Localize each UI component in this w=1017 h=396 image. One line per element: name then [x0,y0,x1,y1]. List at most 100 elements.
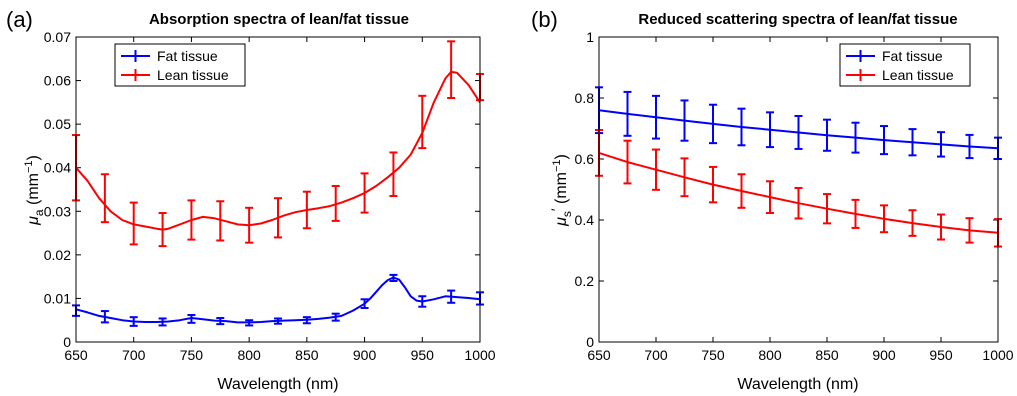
panel-b-fat-error-bar [737,107,746,147]
panel-a-y-tick-label: 0.04 [44,160,71,176]
panel-b-y-axis-unit: (mm [553,172,570,208]
panel-a-lean-error-bar [129,201,138,246]
panel-b-x-tick-label: 1000 [982,347,1013,363]
panel-a-legend-lean-label: Lean tissue [157,67,229,83]
panel-a-lean-error-bar [302,190,311,230]
panel-b-axes-box [598,36,999,343]
panel-b-y-axis-label: μs′ (mm−1) [548,154,574,227]
panel-a-fat-error-bar [418,295,427,308]
panel-a-fat-error-bar [216,317,225,326]
panel-a-y-axis-unit: (mm [25,173,42,209]
panel-a-y-axis-unit-close: ) [25,155,42,160]
panel-b-fat-error-bar [794,114,803,150]
panel-b-lean-error-bar [880,204,888,234]
panel-b-x-tick-label: 700 [644,347,668,363]
panel-b-fat-error-bar [880,125,888,156]
panel-b-lean-error-bar [709,165,717,204]
panel-b-fat-error-bar [709,103,717,145]
panel-a-lean-error-bar [360,172,369,214]
panel-a-axes-box [75,36,481,343]
panel-b-lean-error-bar [851,198,860,229]
panel-a-x-tick-label: 1000 [464,347,495,363]
panel-b-x-tick-label: 800 [758,347,782,363]
panel-a-x-axis-label: Wavelength (nm) [217,376,338,393]
panel-b-lean-error-bar [937,213,945,241]
panel-b-y-axis-subscript: s [560,211,574,217]
panel-a-fat-error-bar [129,316,138,327]
panel-a-lean-error-bar [418,94,427,150]
panel-a-lean-error-bar [187,199,196,241]
panel-b-lean-error-bar [766,180,774,214]
panel-b-x-axis-label: Wavelength (nm) [737,376,858,393]
panel-b-y-tick-label: 0.4 [575,212,595,228]
panel-b-lean-error-bar [965,217,974,244]
panel-b-fat-error-bar [652,94,660,140]
panel-b-y-tick-label: 1 [586,29,594,45]
panel-b-fat-error-bar [937,131,945,158]
panel-a-plot [72,40,484,327]
panel-b-lean-error-bar [680,157,689,198]
panel-b-fat-error-bar [623,90,632,137]
panel-a-tag: (a) [6,7,33,32]
panel-a-x-tick-label: 650 [64,347,88,363]
panel-a-fat-error-bar [389,273,398,282]
panel-a-x-tick-label: 900 [353,347,377,363]
panel-a-lean-error-bar [331,185,340,222]
panel-a-y-tick-label: 0.01 [44,290,71,306]
panel-a-ticks: 650 700 750 800 850 900 950 1000 0 0.01 0.02 0.03 0.… [44,29,496,363]
panel-a-y-tick-label: 0 [63,334,71,350]
panel-a-x-tick-label: 850 [295,347,319,363]
panel-b-title: Reduced scattering spectra of lean/fat t… [638,11,957,28]
panel-b-lean-error-bar [794,186,803,220]
panel-a: (a) Absorption spectra of lean/fat tissu… [6,7,496,393]
panel-b-x-tick-label: 850 [815,347,839,363]
panel-a-legend-box [114,43,246,87]
panel-a-x-tick-label: 700 [122,347,146,363]
panel-b-y-tick-label: 0.6 [575,151,595,167]
panel-b-legend-fat-label: Fat tissue [882,48,943,64]
panel-b-fat-error-bar [851,121,860,154]
panel-a-title: Absorption spectra of lean/fat tissue [149,11,409,28]
panel-b-lean-error-bar [908,209,917,237]
panel-a-fat-error-bar [302,316,311,325]
panel-b-y-tick-label: 0.8 [575,90,595,106]
panel-b-lean-error-bar [652,148,660,191]
panel-b-legend: Fat tissue Lean tissue [839,43,971,87]
panel-b-x-tick-label: 900 [872,347,896,363]
panel-b-lean-error-bar [737,173,746,209]
panel-b-x-tick-label: 650 [587,347,611,363]
panel-a-y-axis-label: μa (mm−1) [23,155,46,226]
panel-a-fat-error-bar [447,289,456,304]
panel-a-legend-fat-label: Fat tissue [157,48,218,64]
panel-b: (b) Reduced scattering spectra of lean/f… [531,7,1014,393]
panel-a-plot-area [76,37,480,342]
panel-b-y-tick-label: 0.2 [575,273,595,289]
panel-a-fat-error-bar [187,313,196,324]
panel-b-x-tick-label: 750 [701,347,725,363]
panel-a-y-axis-unit-exponent: −1 [23,160,35,173]
panel-b-legend-lean-label: Lean tissue [882,67,954,83]
panel-a-y-tick-label: 0.07 [44,29,71,45]
panel-b-ticks: 650 700 750 800 850 900 950 1000 0 0.2 0.4 0.6 0.8 1 [575,29,1014,363]
panel-a-fat-error-bar [274,317,282,325]
panel-a-y-tick-label: 0.03 [44,203,71,219]
panel-a-fat-error-bar [245,319,254,327]
panel-a-y-tick-label: 0.05 [44,116,71,132]
panel-a-fat-error-bar [158,317,167,327]
panel-b-y-axis-unit-close: ) [553,154,570,159]
panel-a-fat-error-bar [331,312,340,322]
panel-b-y-axis-unit-exponent: −1 [551,159,563,172]
panel-a-lean-error-bar [100,173,109,224]
panel-b-tag: (b) [531,7,558,32]
panel-a-y-axis-subscript: a [32,209,46,216]
panel-b-x-tick-label: 950 [929,347,953,363]
panel-b-y-axis-prime: ′ [548,208,564,211]
panel-a-x-tick-label: 750 [180,347,204,363]
panel-a-lean-error-bar [216,200,225,242]
panel-a-lean-error-bar [245,206,254,244]
panel-b-fat-error-bar [823,118,831,152]
panel-b-y-axis-symbol: μ [553,217,570,227]
panel-b-lean-error-bar [823,193,831,225]
panel-a-y-tick-label: 0.06 [44,73,71,89]
panel-a-y-axis-symbol: μ [25,216,42,226]
